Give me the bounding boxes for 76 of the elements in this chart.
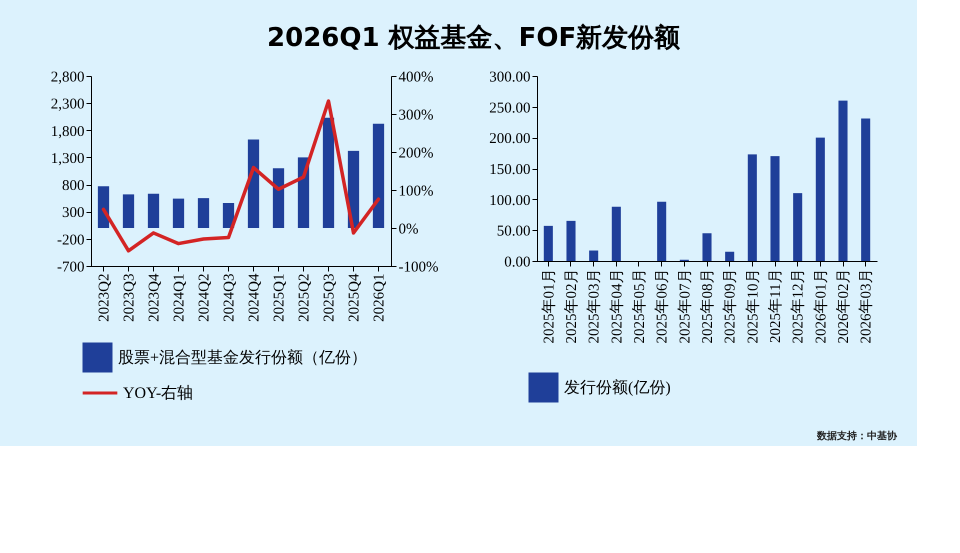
x-tick-label: 2023Q4 [146, 273, 162, 322]
x-tick-label: 2025年08月 [699, 268, 716, 344]
x-tick-label: 2026年03月 [858, 268, 875, 344]
x-tick-label: 2025年06月 [654, 268, 671, 344]
x-tick-label: 2023Q2 [96, 274, 112, 322]
bar [566, 220, 576, 261]
bar [838, 100, 848, 261]
x-tick-label: 2026Q1 [372, 274, 388, 322]
y-tick-label: 300 [62, 205, 84, 222]
bar [770, 156, 780, 261]
y2-tick-label: 300% [398, 108, 434, 124]
legend-label: 发行份额(亿份) [564, 378, 671, 396]
x-tick-label: 2023Q3 [122, 274, 138, 322]
y-tick-label: 150.00 [489, 162, 530, 178]
y-tick-label: 100.00 [489, 192, 530, 209]
bar [122, 194, 134, 228]
x-tick-label: 2025年03月 [586, 268, 603, 344]
bar [657, 202, 666, 261]
x-tick-label: 2025Q4 [346, 273, 362, 322]
y-tick-label: 0.00 [504, 254, 530, 270]
x-tick-label: 2025年05月 [631, 268, 648, 344]
x-tick-label: 2025Q1 [272, 274, 288, 322]
x-tick-label: 2024Q4 [246, 273, 262, 322]
bar [816, 138, 825, 261]
y-tick-label: 800 [62, 178, 84, 194]
bar [248, 140, 260, 228]
y-tick-label: 50.00 [496, 224, 530, 240]
x-tick-label: 2025年11月 [767, 268, 784, 343]
text: 数据支持：中基协 [816, 430, 898, 442]
x-tick-label: 2026年01月 [812, 268, 830, 344]
bar [148, 194, 160, 228]
legend-label: 股票+混合型基金发行份额（亿份） [118, 348, 368, 366]
y2-tick-label: -100% [398, 260, 438, 276]
y-tick-label: 300.00 [489, 70, 530, 86]
bar [793, 193, 802, 261]
x-tick-label: 2025年09月 [722, 268, 739, 344]
x-tick-label: 2026年02月 [835, 268, 852, 344]
y-tick-label: 250.00 [489, 100, 530, 116]
x-tick-label: 2025年02月 [563, 268, 580, 344]
bar [198, 198, 210, 228]
bar [748, 154, 757, 261]
y2-tick-label: 0% [398, 222, 418, 238]
bar [372, 124, 384, 228]
legend-label: YOY-右轴 [123, 384, 194, 402]
x-tick-label: 2024Q2 [196, 274, 212, 322]
bar [272, 168, 284, 228]
y-tick-label: 1,800 [50, 124, 84, 140]
bar [222, 203, 234, 228]
x-tick-label: 2025年10月 [744, 268, 762, 344]
y-tick-label: -700 [57, 260, 84, 276]
y-tick-label: 2,800 [50, 70, 84, 86]
x-tick-label: 2025年12月 [790, 268, 807, 344]
y2-tick-label: 400% [398, 70, 434, 86]
y-tick-label: 2,300 [50, 96, 84, 113]
line-series [102, 99, 380, 253]
x-tick-label: 2025Q3 [322, 274, 338, 322]
y2-tick-label: 100% [398, 184, 434, 200]
x-tick-label: 2025年04月 [608, 268, 626, 344]
bar [612, 206, 621, 261]
y-tick-label: 200.00 [489, 131, 530, 148]
bar [589, 250, 598, 261]
x-tick-label: 2025年07月 [676, 268, 694, 344]
bar [861, 118, 870, 261]
y-tick-label: 1,300 [50, 150, 84, 167]
x-tick-label: 2024Q3 [222, 274, 238, 322]
bar [725, 252, 734, 261]
bar [172, 198, 184, 228]
y-tick-label: -200 [57, 232, 84, 248]
text: 2026Q1 权益基金、FOF新发份额 [267, 23, 682, 53]
y2-tick-label: 200% [398, 146, 434, 162]
bar [322, 118, 334, 228]
bar [544, 226, 553, 261]
x-tick-label: 2025Q2 [296, 274, 312, 322]
x-tick-label: 2024Q1 [172, 274, 188, 322]
bar [702, 233, 712, 261]
x-tick-label: 2025年01月 [540, 268, 558, 344]
